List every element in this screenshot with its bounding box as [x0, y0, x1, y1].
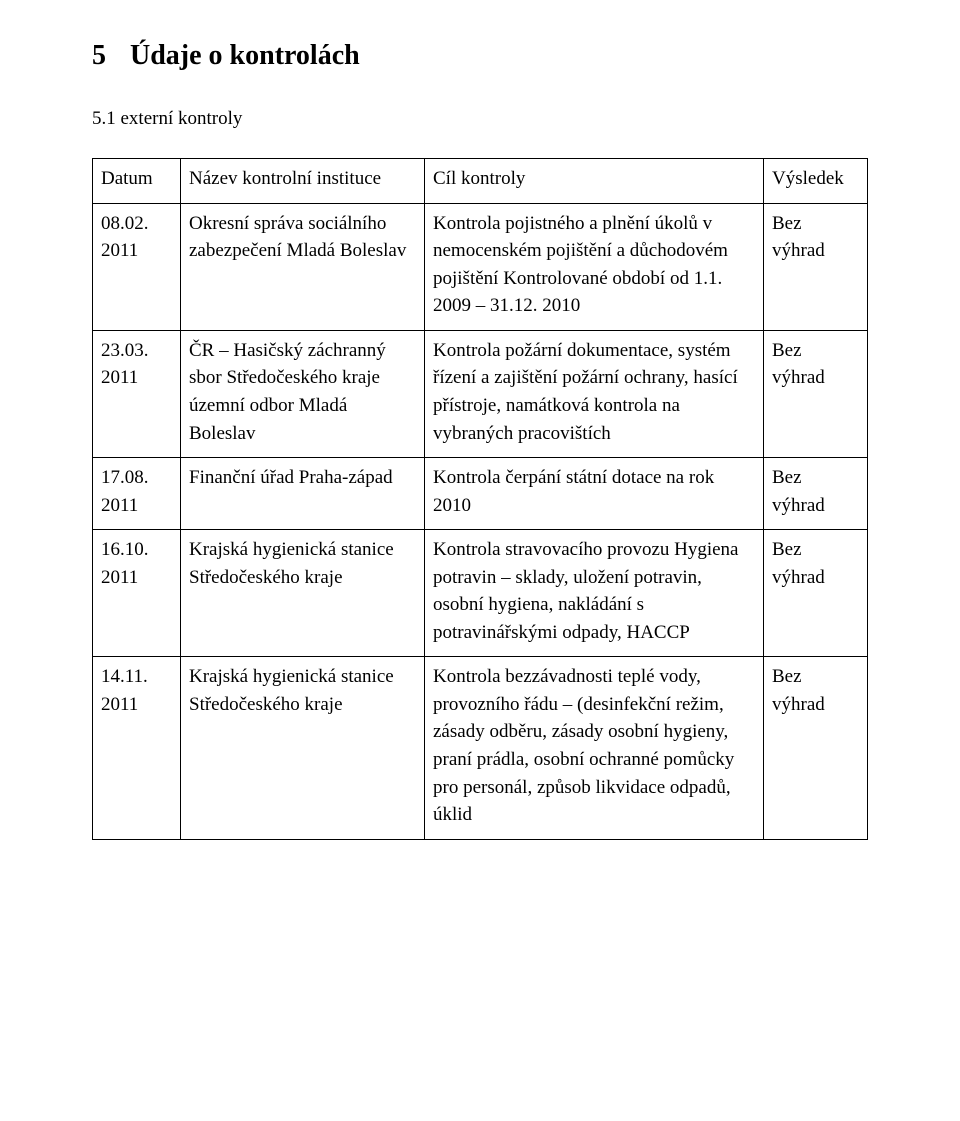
- cell-goal: Kontrola bezzávadnosti teplé vody, provo…: [425, 657, 764, 839]
- cell-institution: Krajská hygienická stanice Středočeského…: [181, 657, 425, 839]
- cell-goal: Kontrola čerpání státní dotace na rok 20…: [425, 458, 764, 530]
- cell-result: Bez výhrad: [764, 203, 868, 330]
- cell-date: 08.02. 2011: [93, 203, 181, 330]
- cell-institution: Finanční úřad Praha-západ: [181, 458, 425, 530]
- cell-institution: Krajská hygienická stanice Středočeského…: [181, 530, 425, 657]
- cell-result: Bez výhrad: [764, 530, 868, 657]
- table-header-row: Datum Název kontrolní instituce Cíl kont…: [93, 159, 868, 204]
- table-row: 23.03. 2011 ČR – Hasičský záchranný sbor…: [93, 330, 868, 457]
- cell-goal: Kontrola požární dokumentace, systém říz…: [425, 330, 764, 457]
- audit-table: Datum Název kontrolní instituce Cíl kont…: [92, 158, 868, 839]
- table-row: 08.02. 2011 Okresní správa sociálního za…: [93, 203, 868, 330]
- table-row: 17.08. 2011 Finanční úřad Praha-západ Ko…: [93, 458, 868, 530]
- cell-date: 16.10. 2011: [93, 530, 181, 657]
- table-row: 14.11. 2011 Krajská hygienická stanice S…: [93, 657, 868, 839]
- cell-institution: Okresní správa sociálního zabezpečení Ml…: [181, 203, 425, 330]
- cell-result: Bez výhrad: [764, 657, 868, 839]
- cell-result: Bez výhrad: [764, 330, 868, 457]
- cell-date: 14.11. 2011: [93, 657, 181, 839]
- cell-date: 17.08. 2011: [93, 458, 181, 530]
- cell-result: Bez výhrad: [764, 458, 868, 530]
- col-result: Výsledek: [764, 159, 868, 204]
- page-heading: 5 Údaje o kontrolách: [92, 36, 868, 77]
- heading-title: Údaje o kontrolách: [130, 36, 360, 77]
- cell-goal: Kontrola pojistného a plnění úkolů v nem…: [425, 203, 764, 330]
- col-date: Datum: [93, 159, 181, 204]
- col-institution: Název kontrolní instituce: [181, 159, 425, 204]
- page-subheading: 5.1 externí kontroly: [92, 105, 868, 133]
- table-header: Datum Název kontrolní instituce Cíl kont…: [93, 159, 868, 204]
- cell-goal: Kontrola stravovacího provozu Hygiena po…: [425, 530, 764, 657]
- col-goal: Cíl kontroly: [425, 159, 764, 204]
- cell-institution: ČR – Hasičský záchranný sbor Středočeské…: [181, 330, 425, 457]
- cell-date: 23.03. 2011: [93, 330, 181, 457]
- table-body: 08.02. 2011 Okresní správa sociálního za…: [93, 203, 868, 839]
- heading-number: 5: [92, 36, 130, 77]
- table-row: 16.10. 2011 Krajská hygienická stanice S…: [93, 530, 868, 657]
